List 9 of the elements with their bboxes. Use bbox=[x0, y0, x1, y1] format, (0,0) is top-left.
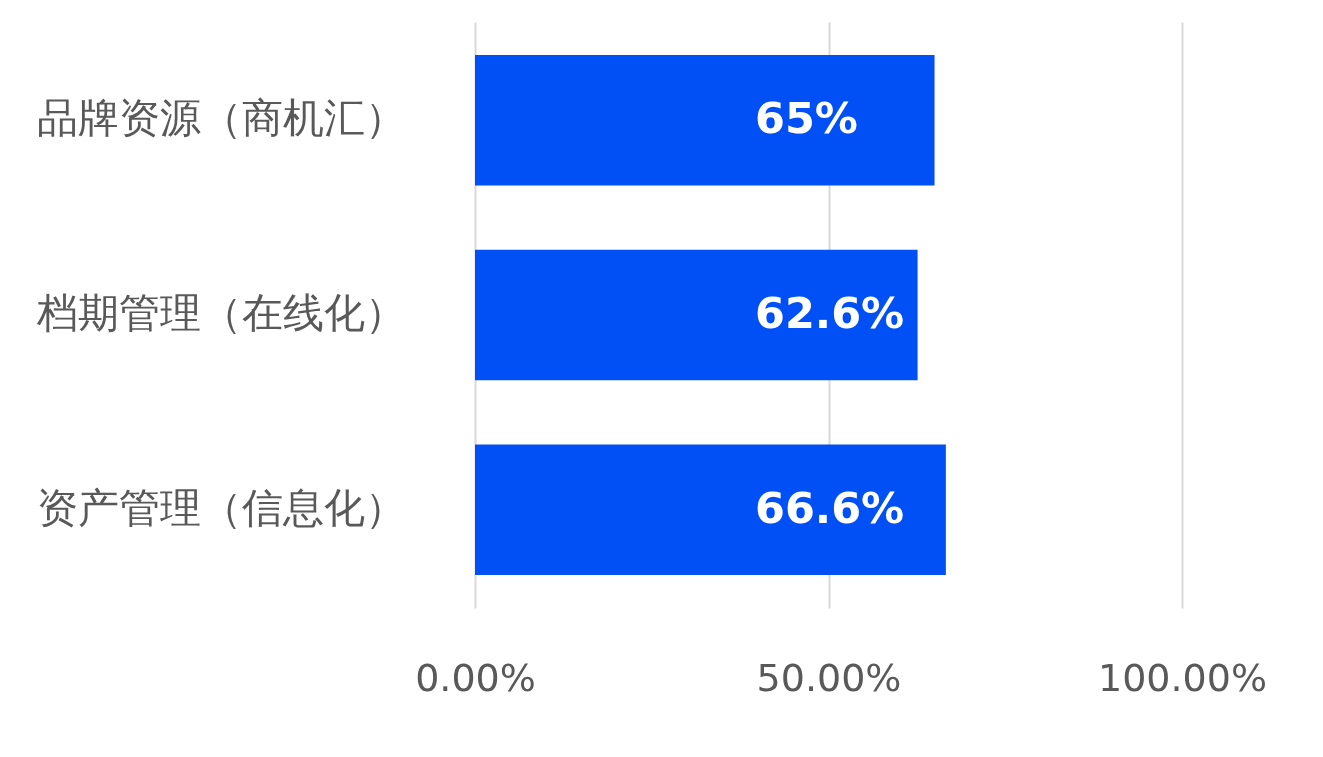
x-tick-label: 0.00% bbox=[415, 655, 536, 700]
y-tick-label: 资产管理（信息化） bbox=[36, 483, 406, 532]
y-tick-label: 品牌资源（商机汇） bbox=[36, 94, 406, 143]
y-tick-label: 档期管理（在线化） bbox=[35, 289, 406, 337]
data-label: 66.6% bbox=[754, 482, 905, 533]
x-tick-label: 100.00% bbox=[1097, 655, 1268, 700]
data-label: 62.6% bbox=[754, 288, 905, 338]
data-label: 65% bbox=[754, 93, 858, 144]
x-tick-label: 50.00% bbox=[756, 655, 902, 700]
